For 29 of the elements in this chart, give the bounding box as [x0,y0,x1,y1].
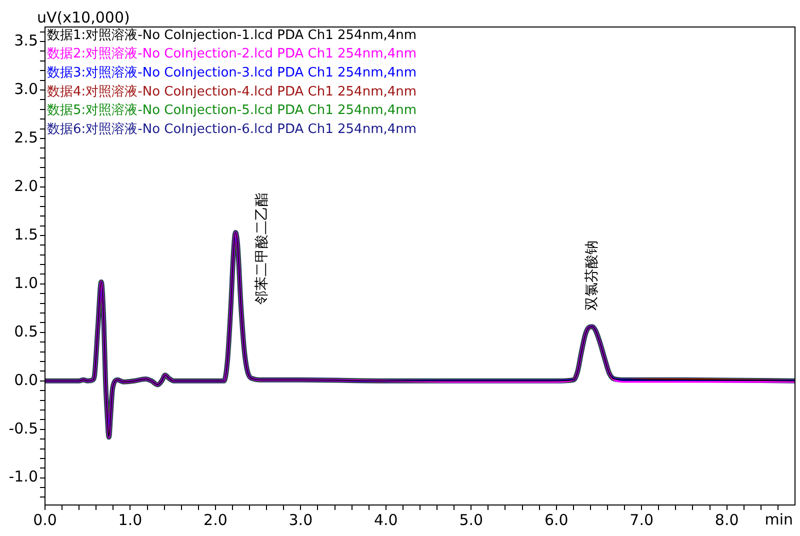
x-tick-label: 6.0 [544,510,568,529]
x-tick-label: 7.0 [630,510,654,529]
y-tick-label: 0.0 [14,370,38,389]
x-axis-title: min [764,510,793,528]
text: 数据6:对照溶液-No CoInjection-6.lcd PDA Ch1 254nm,4nm [47,120,417,137]
text: 数据2:对照溶液-No CoInjection-2.lcd PDA Ch1 254nm,4nm [47,46,417,62]
y-tick-label: 2.0 [14,176,38,195]
x-tick-label: 5.0 [459,510,484,529]
annotation: 双氯芬酸钠 [584,240,600,311]
y-axis-title: uV(x10,000) [37,8,130,26]
x-tick-label: 1.0 [118,510,142,529]
y-tick-label: -0.5 [8,419,38,438]
annotation: 邻苯二甲酸二乙酯 [254,192,270,305]
text: 数据1:对照溶液-No CoInjection-1.lcd PDA Ch1 254nm,4nm [47,26,417,43]
y-tick-label: 2.5 [14,128,38,146]
text: 数据3:对照溶液-No CoInjection-3.lcd PDA Ch1 254nm,4nm [47,64,417,80]
x-tick-label: 8.0 [714,510,739,529]
x-tick-label: 0.0 [33,510,57,529]
y-tick-label: -1.0 [8,468,38,486]
y-tick-label: 1.0 [14,274,38,292]
x-tick-label: 3.0 [288,510,313,529]
y-tick-label: 1.5 [14,225,38,244]
text: 数据5:对照溶液-No CoInjection-5.lcd PDA Ch1 254nm,4nm [47,102,417,118]
x-tick-label: 4.0 [374,510,398,529]
x-tick-label: 2.0 [204,510,228,529]
y-tick-label: 3.5 [14,31,38,50]
text: 数据4:对照溶液-No CoInjection-4.lcd PDA Ch1 254nm,4nm [47,83,417,100]
y-tick-label: 3.0 [14,80,38,98]
y-tick-label: 0.5 [14,322,38,340]
